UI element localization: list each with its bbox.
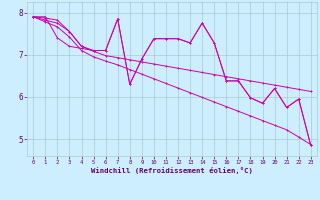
X-axis label: Windchill (Refroidissement éolien,°C): Windchill (Refroidissement éolien,°C) [91, 167, 253, 174]
